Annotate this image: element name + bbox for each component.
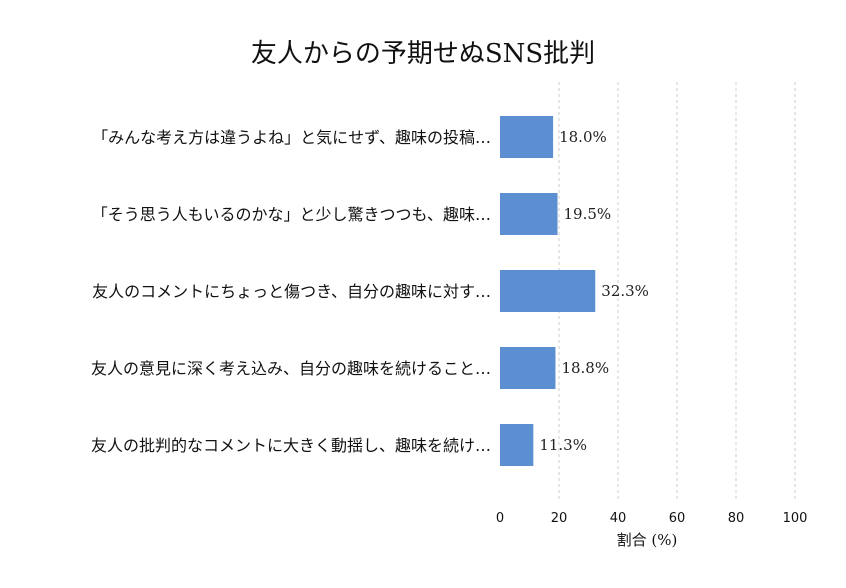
bar <box>500 347 556 389</box>
value-label: 11.3% <box>539 436 587 454</box>
x-tick-labels: 0 20 40 60 80 100 <box>496 511 808 526</box>
category-label: 「そう思う人もいるのかな」と少し驚きつつも、趣味… <box>92 205 491 224</box>
value-labels: 18.0% 19.5% 32.3% 18.8% 11.3% <box>539 128 649 454</box>
category-label: 友人の批判的なコメントに大きく動揺し、趣味を続け… <box>91 436 491 455</box>
chart-title: 友人からの予期せぬSNS批判 <box>251 39 595 69</box>
bars <box>500 116 596 466</box>
category-label: 友人の意見に深く考え込み、自分の趣味を続けること… <box>91 359 491 378</box>
value-label: 18.8% <box>561 359 609 377</box>
bar <box>500 270 596 312</box>
grid-lines <box>558 82 796 500</box>
value-label: 19.5% <box>564 205 612 223</box>
bar <box>500 193 558 235</box>
x-tick-label: 60 <box>669 511 686 526</box>
value-label: 18.0% <box>559 128 607 146</box>
x-tick-label: 0 <box>496 511 504 526</box>
category-label: 「みんな考え方は違うよね」と気にせず、趣味の投稿… <box>92 128 491 147</box>
value-label: 32.3% <box>601 282 649 300</box>
category-label: 友人のコメントにちょっと傷つき、自分の趣味に対す… <box>92 282 491 301</box>
category-labels: 「みんな考え方は違うよね」と気にせず、趣味の投稿… 「そう思う人もいるのかな」と少… <box>91 128 491 455</box>
x-tick-label: 80 <box>728 511 745 526</box>
x-tick-label: 100 <box>783 511 808 526</box>
bar <box>500 424 534 466</box>
x-tick-label: 40 <box>610 511 627 526</box>
x-tick-label: 20 <box>551 511 568 526</box>
x-axis-title: 割合 (%) <box>617 531 678 549</box>
bar <box>500 116 554 158</box>
